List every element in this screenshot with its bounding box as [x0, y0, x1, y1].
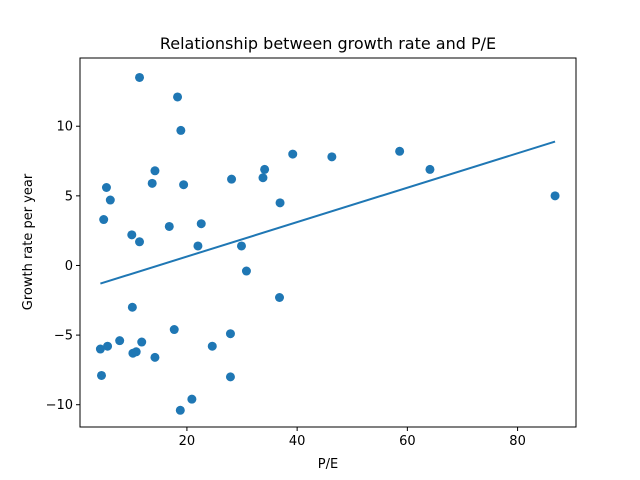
data-point	[173, 92, 183, 102]
data-point	[131, 347, 141, 357]
data-point	[135, 237, 145, 247]
data-point	[275, 293, 285, 303]
y-axis-label: Growth rate per year	[21, 173, 36, 310]
trend-line	[100, 140, 556, 285]
data-point	[260, 164, 270, 174]
data-point	[115, 336, 125, 346]
data-point	[176, 125, 186, 135]
data-point	[175, 405, 185, 415]
data-point	[127, 302, 137, 312]
data-point	[225, 329, 235, 339]
data-point	[96, 370, 106, 380]
data-point	[395, 146, 405, 156]
data-point	[225, 372, 235, 382]
data-point	[327, 152, 337, 162]
data-point	[288, 149, 298, 159]
data-point	[425, 164, 435, 174]
y-tick-label: 10	[56, 120, 73, 135]
y-tick-label: 0	[65, 259, 73, 274]
data-point	[164, 221, 174, 231]
y-tick-label: 5	[65, 189, 73, 204]
y-tick-label: −5	[54, 329, 73, 344]
axes-frame	[79, 57, 577, 428]
data-point	[179, 180, 189, 190]
data-point	[127, 230, 137, 240]
data-point	[236, 241, 246, 251]
y-axis-ticks: −10 −5 0 5 10	[46, 120, 80, 413]
x-axis-ticks: 20 40 60 80	[179, 427, 526, 449]
data-point	[137, 337, 147, 347]
x-tick-label: 60	[399, 434, 416, 449]
data-point	[95, 344, 105, 354]
data-point	[103, 341, 113, 351]
x-tick-label: 80	[509, 434, 526, 449]
y-tick-label: −10	[46, 398, 73, 413]
data-point	[241, 266, 251, 276]
x-tick-label: 40	[289, 434, 306, 449]
x-tick-label: 20	[179, 434, 196, 449]
chart-title: Relationship between growth rate and P/E	[160, 34, 496, 53]
plot-area	[95, 72, 560, 415]
data-point	[227, 174, 237, 184]
data-point	[550, 191, 560, 201]
data-point	[169, 325, 179, 335]
data-point	[196, 219, 206, 229]
data-point	[147, 178, 157, 188]
data-point	[275, 198, 285, 208]
data-point	[258, 173, 268, 183]
data-point	[207, 341, 217, 351]
data-point	[101, 182, 111, 192]
x-axis-label: P/E	[318, 457, 338, 472]
data-point	[99, 215, 109, 225]
data-point	[150, 166, 160, 176]
data-point	[187, 394, 197, 404]
data-point	[135, 72, 145, 82]
data-point	[193, 241, 203, 251]
data-point	[105, 195, 115, 205]
data-point	[150, 352, 160, 362]
